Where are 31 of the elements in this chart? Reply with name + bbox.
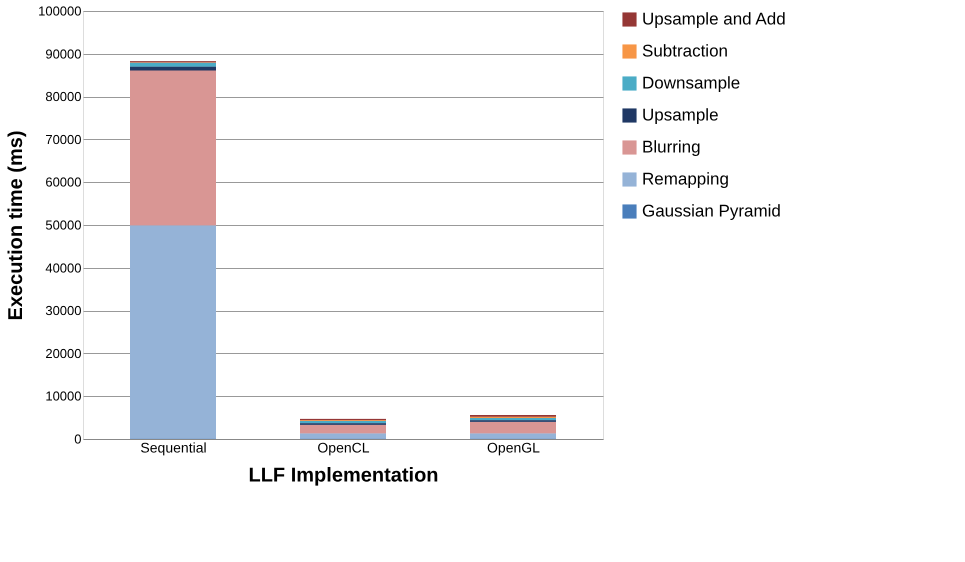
bar bbox=[300, 424, 386, 434]
legend-label: Upsample and Add bbox=[642, 10, 786, 28]
y-tick-label: 100000 bbox=[38, 4, 82, 18]
y-tick-label: 0 bbox=[74, 432, 82, 446]
bar bbox=[470, 433, 556, 439]
bar bbox=[300, 433, 386, 439]
x-axis-title: LLF Implementation bbox=[248, 464, 438, 486]
legend-label: Upsample bbox=[642, 106, 719, 124]
legend-label: Gaussian Pyramid bbox=[642, 202, 781, 220]
bar bbox=[470, 422, 556, 434]
x-tick-label: OpenGL bbox=[487, 440, 540, 456]
y-tick-label: 20000 bbox=[45, 346, 82, 361]
legend-label: Subtraction bbox=[642, 42, 728, 60]
y-tick-label: 40000 bbox=[45, 260, 82, 276]
y-tick-label: 50000 bbox=[45, 218, 82, 232]
bar bbox=[130, 66, 216, 70]
y-tick-label: 10000 bbox=[45, 388, 82, 404]
bar bbox=[130, 225, 216, 439]
bar bbox=[130, 70, 216, 226]
x-tick-label: OpenCL bbox=[317, 440, 370, 456]
legend-label: Blurring bbox=[642, 138, 701, 156]
y-tick-label: 30000 bbox=[45, 303, 82, 318]
y-tick-label: 90000 bbox=[45, 46, 82, 62]
legend-label: Remapping bbox=[642, 170, 729, 188]
y-tick-label: 60000 bbox=[45, 174, 82, 190]
x-tick-label: Sequential bbox=[140, 440, 207, 456]
y-tick-label: 80000 bbox=[45, 89, 82, 104]
y-tick-label: 70000 bbox=[45, 132, 82, 147]
y-axis-title: Execution time (ms) bbox=[5, 130, 28, 321]
legend-label: Downsample bbox=[642, 74, 740, 92]
bar bbox=[130, 62, 216, 67]
